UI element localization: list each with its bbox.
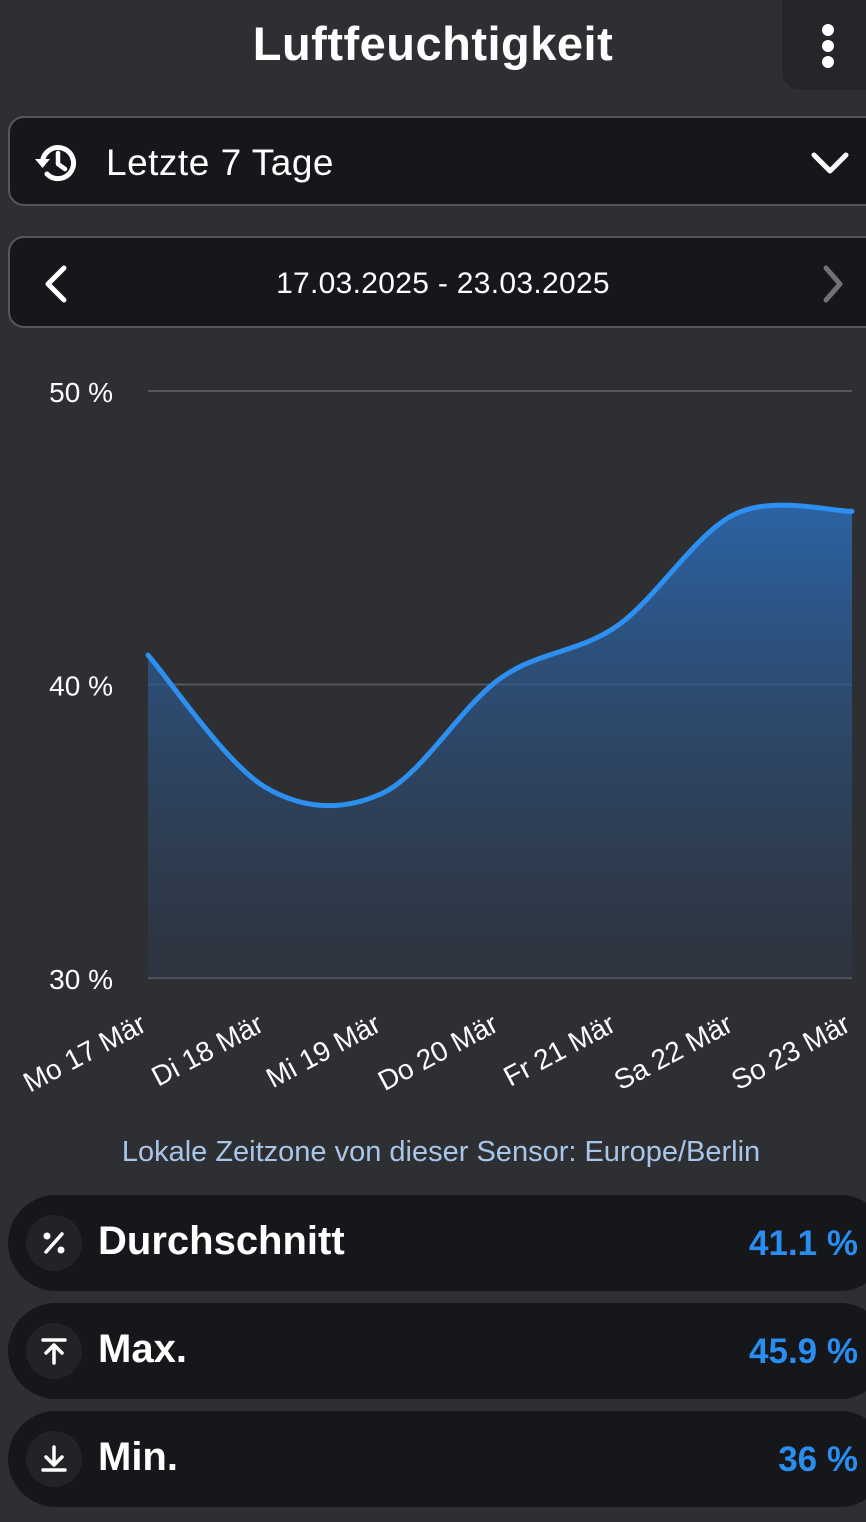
x-tick-label: Mi 19 Mär	[261, 1008, 385, 1094]
stat-value: 41.1 %	[749, 1224, 858, 1263]
x-tick-label: Di 18 Mär	[146, 1008, 268, 1092]
date-range-navigator: 17.03.2025 - 23.03.2025	[8, 236, 866, 328]
stat-average-row: Durchschnitt 41.1 %	[8, 1195, 866, 1291]
stat-label: Min.	[98, 1435, 178, 1479]
x-tick-label: Do 20 Mär	[373, 1008, 503, 1097]
arrow-down-to-line-icon	[41, 1445, 67, 1472]
stat-max-row: Max. 45.9 %	[8, 1303, 866, 1399]
stat-value: 45.9 %	[749, 1332, 858, 1371]
stat-value: 36 %	[778, 1440, 858, 1479]
time-range-select[interactable]: Letzte 7 Tage	[8, 116, 866, 206]
stat-icon-badge	[26, 1215, 82, 1271]
history-icon	[35, 145, 76, 182]
x-tick-label: So 23 Mär	[726, 1008, 855, 1096]
y-tick-label: 50 %	[49, 377, 113, 408]
stat-label: Durchschnitt	[98, 1219, 345, 1263]
series-area	[148, 505, 852, 978]
stat-icon-badge	[26, 1323, 82, 1379]
percent-icon	[43, 1232, 65, 1254]
more-options-button[interactable]	[782, 0, 866, 90]
stat-label: Max.	[98, 1327, 187, 1371]
timezone-note: Lokale Zeitzone von dieser Sensor: Europ…	[121, 1136, 761, 1168]
arrow-up-to-line-icon	[41, 1338, 67, 1365]
chevron-right-icon[interactable]	[814, 262, 850, 306]
date-range-label: 17.03.2025 - 23.03.2025	[276, 267, 610, 300]
x-tick-label: Mo 17 Mär	[18, 1008, 151, 1098]
stat-min-row: Min. 36 %	[8, 1411, 866, 1507]
page-title: Luftfeuchtigkeit	[252, 17, 614, 70]
time-range-label: Letzte 7 Tage	[106, 142, 334, 183]
chevron-left-icon[interactable]	[38, 262, 74, 306]
x-tick-label: Fr 21 Mär	[498, 1008, 620, 1092]
y-tick-label: 40 %	[49, 671, 113, 702]
chevron-down-icon	[811, 152, 849, 174]
y-tick-label: 30 %	[49, 964, 113, 995]
series-line	[145, 502, 855, 809]
x-tick-label: Sa 22 Mär	[609, 1008, 738, 1096]
stat-icon-badge	[26, 1431, 82, 1487]
